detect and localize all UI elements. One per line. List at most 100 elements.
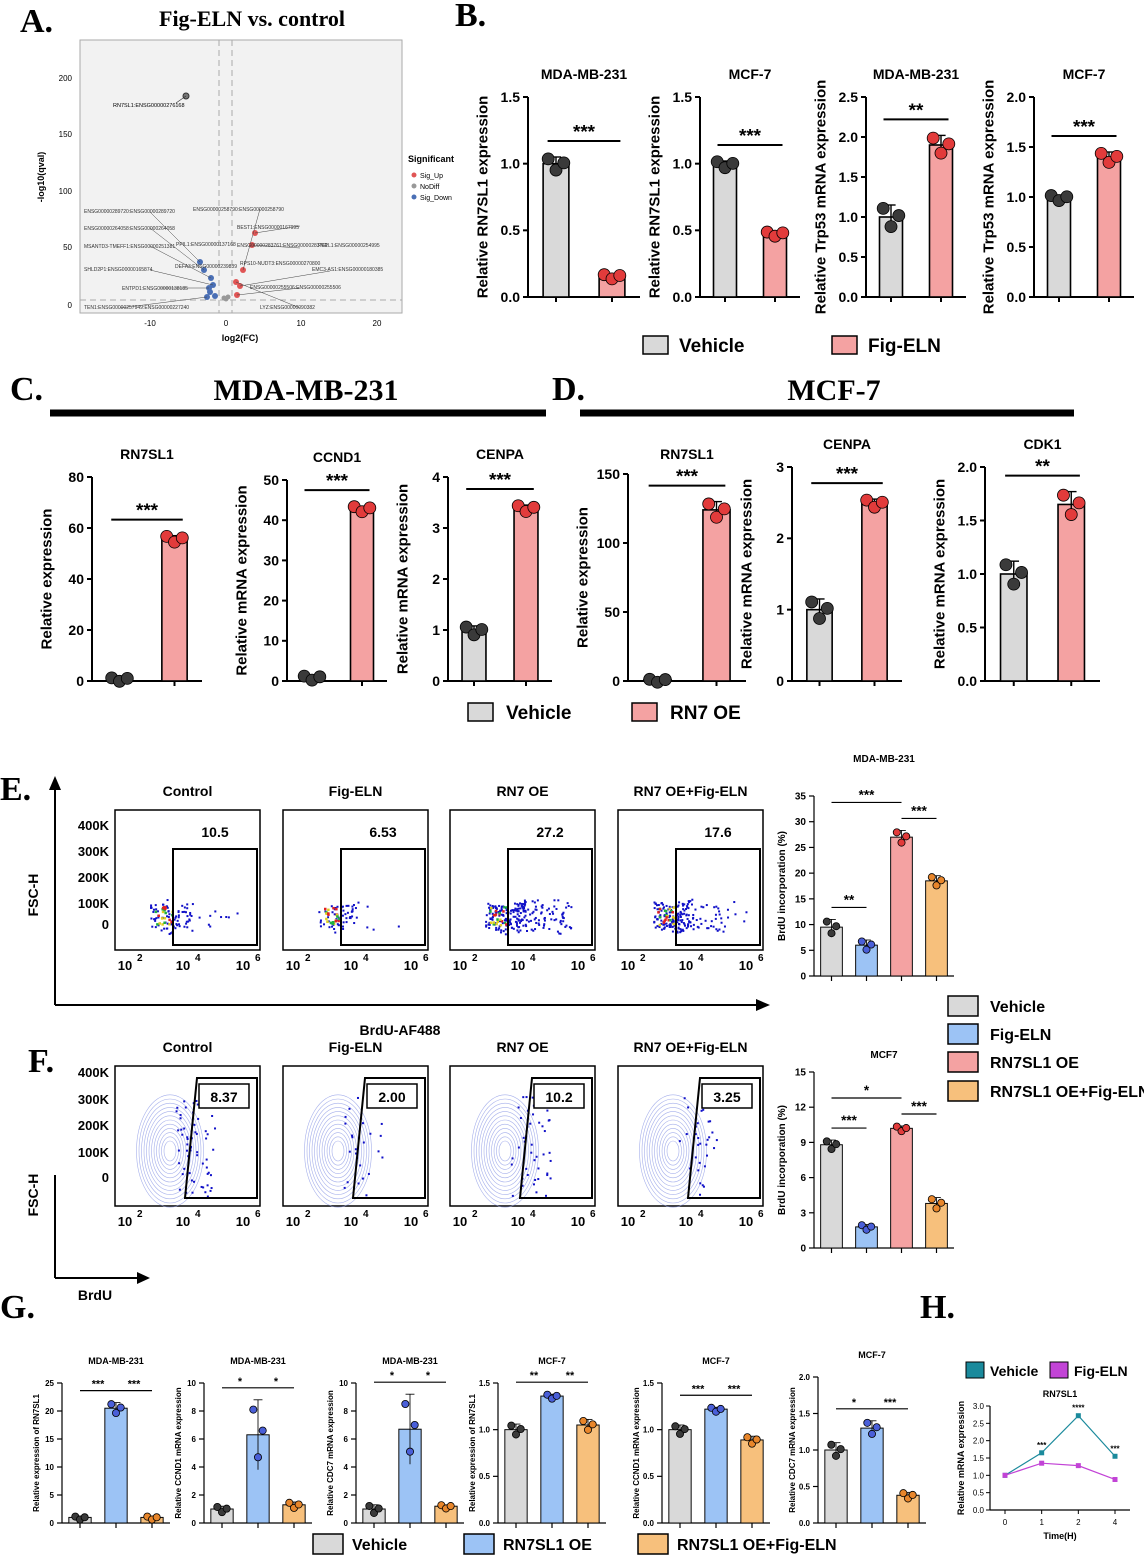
y-tick-label: 2: [432, 571, 440, 587]
svg-text:LYZ:ENSG00000090382: LYZ:ENSG00000090382: [260, 305, 315, 311]
x-axis-label: Time(H): [1043, 1531, 1076, 1541]
flow-event-dense: [489, 910, 492, 913]
y-tick-label: 40: [263, 512, 279, 528]
chart-b4: MCF-7 Relative Trp53 mRNA expression 0.0 0.…: [980, 66, 1134, 314]
bar: [820, 1144, 843, 1249]
data-point: [405, 1447, 414, 1456]
flow-event: [150, 904, 153, 907]
flow-x-tick-exp: 2: [137, 1209, 143, 1220]
flow-event: [667, 908, 670, 911]
flow-event: [201, 1162, 204, 1165]
flow-event: [708, 1136, 711, 1139]
flow-event: [209, 1189, 212, 1192]
flow-event: [680, 912, 683, 915]
flow-event: [529, 1122, 532, 1125]
flow-event: [679, 931, 682, 934]
flow-event: [343, 1186, 346, 1189]
flow-event-dense: [335, 913, 339, 917]
flow-event: [522, 907, 525, 910]
y-tick-label: 10: [795, 920, 807, 931]
flow-event-dense: [671, 916, 675, 919]
y-tick-label: 1.5: [673, 89, 693, 105]
flow-event: [535, 1191, 538, 1194]
flow-title: Control: [163, 1039, 213, 1055]
flow-event-dense: [163, 908, 166, 912]
flow-event: [179, 1117, 182, 1120]
flow-event: [663, 923, 666, 926]
flow-event: [540, 912, 543, 915]
bar: [925, 880, 948, 977]
flow-event-dense: [164, 906, 167, 909]
y-tick-label: 20: [795, 869, 807, 880]
y-axis-label: Relative CDC7 mRNA expression: [326, 1390, 335, 1516]
flow-event: [694, 908, 697, 911]
flow-event: [660, 922, 663, 925]
flow-gate-value: 10.5: [201, 824, 228, 840]
flow-event: [495, 911, 498, 914]
flow-event: [553, 919, 556, 922]
flow-event: [720, 917, 723, 920]
flow-event-dense: [665, 916, 668, 919]
flow-contour: [488, 1123, 522, 1179]
flow-event: [560, 923, 563, 926]
flow-event: [196, 1103, 199, 1106]
chart-title: CDK1: [1023, 436, 1061, 452]
flow-event: [540, 911, 543, 914]
data-point: [516, 1424, 525, 1433]
flow-event: [519, 1117, 522, 1120]
y-tick-label: 0: [776, 673, 784, 689]
flow-event: [517, 907, 520, 910]
flow-event: [344, 1115, 347, 1118]
flow-event: [715, 928, 718, 931]
flow-event: [485, 920, 488, 923]
flow-gate: [183, 1077, 258, 1199]
flow-event: [678, 901, 681, 904]
data-point: [827, 1440, 836, 1449]
significance-label: *: [274, 1376, 279, 1388]
flow-title: RN7 OE: [496, 783, 548, 799]
flow-event: [187, 920, 190, 923]
flow-x-tick: 10: [679, 958, 693, 973]
flow-event: [530, 1143, 533, 1146]
svg-text:EMC3-AS1:ENSG00000180385: EMC3-AS1:ENSG00000180385: [312, 267, 383, 273]
flow-contour: [309, 1102, 367, 1200]
flow-event: [682, 904, 685, 907]
flow-contour: [654, 1119, 692, 1183]
flow-event: [553, 905, 556, 908]
flow-event: [570, 926, 573, 929]
volcano-title: Fig-ELN vs. control: [159, 6, 345, 31]
flow-event: [676, 921, 679, 924]
flow-event: [205, 1166, 208, 1169]
flow-event: [682, 929, 685, 932]
flow-x-tick-exp: 2: [472, 1209, 478, 1220]
flow-event: [555, 907, 558, 910]
flow-x-tick: 10: [511, 958, 525, 973]
svg-text:ENSG00000283761:ENSG0000028376: ENSG00000283761:ENSG00000283761: [237, 243, 328, 249]
flow-event: [170, 922, 173, 925]
flow-event: [669, 915, 672, 918]
flow-gate-value: 10.2: [545, 1089, 572, 1105]
flow-event: [697, 1137, 700, 1140]
flow-event: [180, 1128, 183, 1131]
data-point: [294, 1500, 303, 1509]
flow-event: [150, 906, 153, 909]
flow-x-tick: 10: [118, 1214, 132, 1229]
svg-text:MSANTD3-TMEFF1:ENSG00000251381: MSANTD3-TMEFF1:ENSG00000251381: [84, 244, 175, 250]
legend-label: RN7SL1 OE+Fig-ELN: [677, 1537, 837, 1554]
y-tick-label: 0.0: [479, 1519, 491, 1528]
legend-swatch-rn7-oe: [631, 702, 658, 722]
y-tick-label: 1.0: [973, 1471, 985, 1480]
flow-event: [357, 901, 360, 904]
flow-event: [671, 925, 674, 928]
flow-event: [167, 916, 170, 919]
flow-event: [520, 902, 523, 905]
flow-event: [177, 916, 180, 919]
legend-swatch-vehicle: [642, 335, 669, 355]
data-point: [926, 131, 940, 145]
flow-event: [510, 909, 513, 912]
flow-event: [183, 906, 186, 909]
flow-event: [523, 899, 526, 902]
flow-event: [523, 916, 526, 919]
flow-event: [653, 901, 656, 904]
y-tick-label: 1.0: [839, 209, 859, 225]
